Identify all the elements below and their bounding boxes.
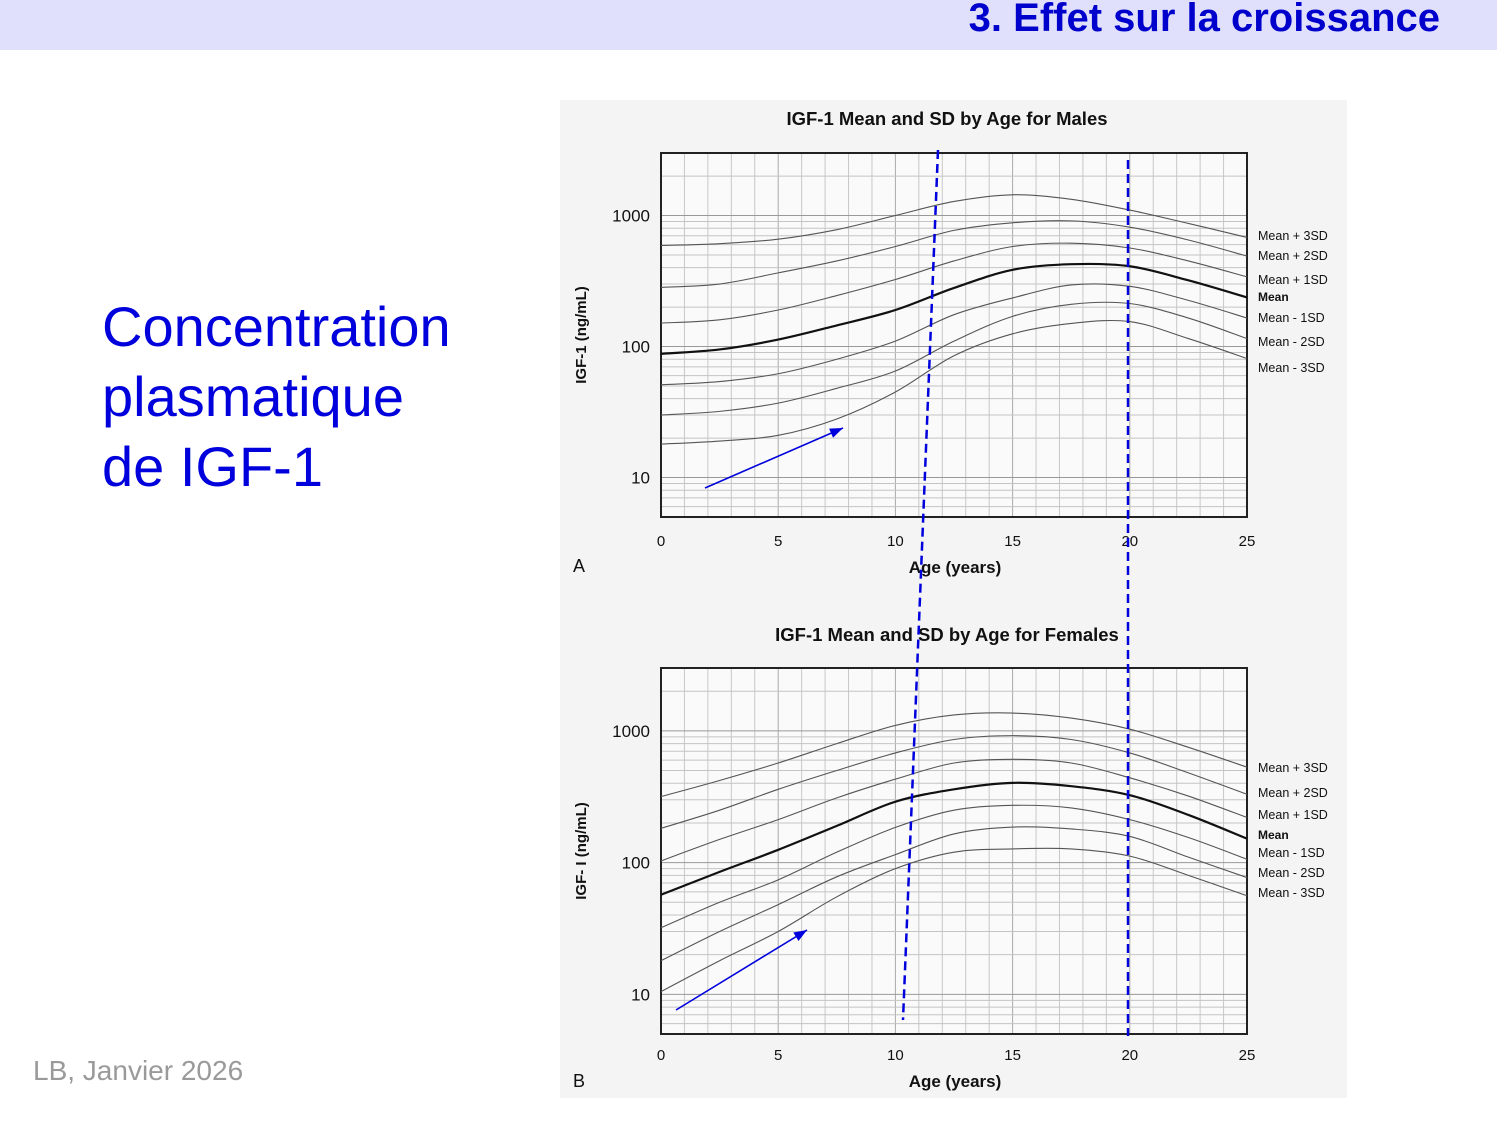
y-tick-label: 100 (622, 854, 650, 873)
subject-line: plasmatique (102, 365, 404, 428)
series-label: Mean - 1SD (1258, 846, 1325, 860)
chart-title: IGF-1 Mean and SD by Age for Males (786, 108, 1107, 129)
series-line-mean-2sd (660, 220, 1248, 288)
panel-letter: A (573, 556, 585, 576)
dashed-vertical-line-age-11 (901, 149, 940, 1021)
subject-line: de IGF-1 (102, 435, 323, 498)
plot-area (661, 153, 1247, 517)
series-label: Mean - 3SD (1258, 886, 1325, 900)
x-tick-label: 25 (1239, 533, 1256, 550)
x-tick-label: 5 (774, 533, 782, 550)
charts-panel: Mean + 3SD Mean + 2SD Mean + 1SD Mean Mean -… (560, 100, 1347, 1098)
plot-frame (660, 152, 1248, 518)
series-line-mean-2sd (660, 735, 1248, 829)
x-tick-label: 5 (774, 1047, 782, 1064)
subject-line: Concentration (102, 295, 451, 358)
series-line-mean-2sd (660, 301, 1248, 416)
series-line-mean-3sd (660, 712, 1248, 798)
series-label: Mean + 3SD (1258, 761, 1328, 775)
series-line-mean-1sd (660, 283, 1248, 386)
series-line-mean-2sd (660, 826, 1248, 962)
x-axis-label: Age (years) (909, 558, 1002, 577)
x-tick-label: 0 (657, 1047, 665, 1064)
y-tick-label: 10 (631, 985, 650, 1004)
slide-title: 3. Effet sur la croissance (968, 0, 1440, 40)
series-label: Mean + 1SD (1258, 273, 1328, 287)
y-tick-label: 1000 (612, 722, 650, 741)
series-label: Mean - 2SD (1258, 866, 1325, 880)
series-label: Mean - 1SD (1258, 311, 1325, 325)
annotations (675, 149, 1130, 1036)
x-tick-label: 15 (1004, 533, 1021, 550)
y-tick-label: 10 (631, 469, 650, 488)
x-tick-label: 10 (887, 1047, 904, 1064)
series-line-mean (660, 262, 1248, 355)
series-label: Mean - 2SD (1258, 335, 1325, 349)
series-label: Mean + 2SD (1258, 786, 1328, 800)
plot-area (661, 668, 1247, 1034)
series-label: Mean (1258, 828, 1289, 842)
series-line-mean-1sd (660, 758, 1248, 862)
series-line-mean-3sd (660, 319, 1248, 445)
x-tick-label: 20 (1121, 1047, 1138, 1064)
series-line-mean-1sd (660, 804, 1248, 929)
x-tick-label: 25 (1239, 1047, 1256, 1064)
arrow-icon (704, 427, 844, 489)
header-bar: 3. Effet sur la croissance (0, 0, 1497, 50)
x-axis-label: Age (years) (909, 1072, 1002, 1091)
series-label: Mean + 1SD (1258, 808, 1328, 822)
series-line-mean-3sd (660, 847, 1248, 993)
x-tick-label: 15 (1004, 1047, 1021, 1064)
slide-subject: Concentration plasmatique de IGF-1 (102, 292, 451, 502)
x-tick-label: 10 (887, 533, 904, 550)
series-line-mean-3sd (660, 194, 1248, 247)
panel-letter: B (573, 1071, 585, 1091)
chart-title: IGF-1 Mean and SD by Age for Females (775, 624, 1119, 645)
arrow-icon (675, 929, 808, 1011)
x-tick-label: 0 (657, 533, 665, 550)
x-tick-label: 20 (1121, 533, 1138, 550)
y-tick-label: 1000 (612, 207, 650, 226)
chart-males: Mean + 3SD Mean + 2SD Mean + 1SD Mean Mean -… (573, 108, 1328, 577)
y-axis-label: IGF- I (ng/mL) (573, 802, 590, 899)
footer-author-date: LB, Janvier 2026 (33, 1055, 244, 1086)
series-label: Mean (1258, 290, 1289, 304)
y-axis-label: IGF-1 (ng/mL) (573, 286, 590, 384)
series-label: Mean + 3SD (1258, 229, 1328, 243)
series-label: Mean - 3SD (1258, 361, 1325, 375)
igf1-charts: Mean + 3SD Mean + 2SD Mean + 1SD Mean Mean -… (573, 108, 1328, 1091)
series-line-mean (660, 781, 1248, 896)
chart-females: Mean + 3SD Mean + 2SD Mean + 1SD Mean Mean -… (573, 624, 1328, 1091)
series-label: Mean + 2SD (1258, 249, 1328, 263)
series-line-mean-1sd (660, 242, 1248, 324)
y-tick-label: 100 (622, 338, 650, 357)
plot-frame (660, 667, 1248, 1035)
